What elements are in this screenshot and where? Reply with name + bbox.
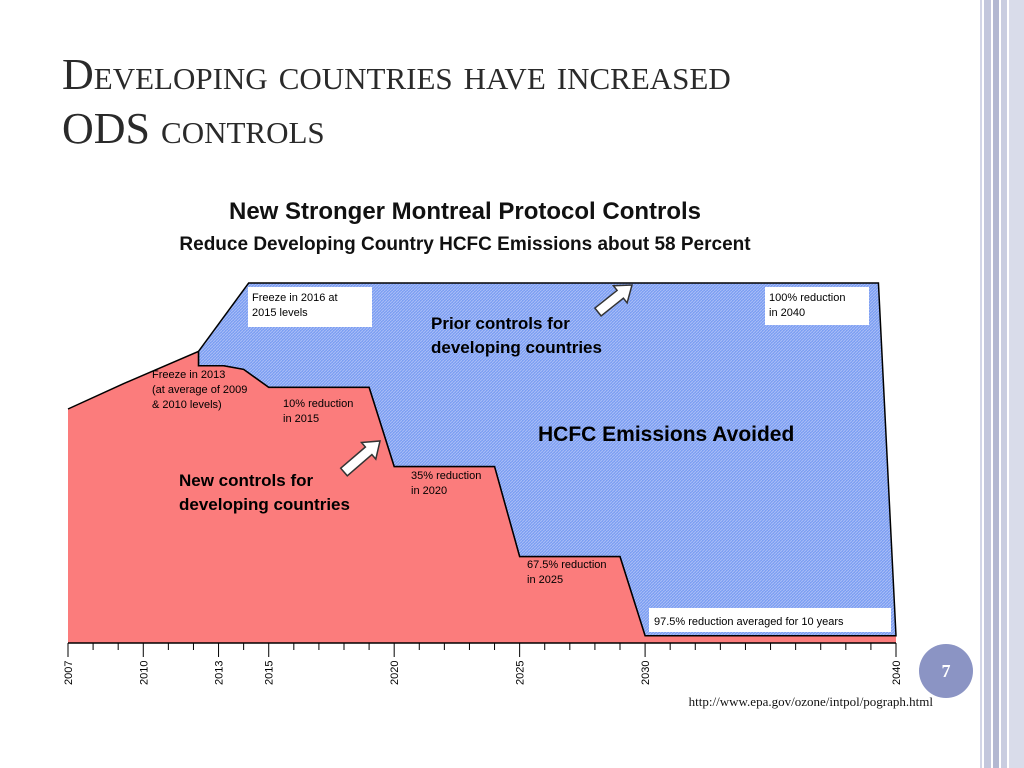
reduction-67-label: 67.5% reduction in 2025 [527, 559, 607, 586]
avoided-label: HCFC Emissions Avoided [538, 423, 794, 446]
prior-controls-label: Prior controls for developing countries [431, 314, 602, 357]
x-tick-label: 2025 [515, 661, 527, 685]
x-tick-label: 2015 [264, 661, 276, 685]
new-controls-arrow [339, 440, 381, 477]
slide-title-line-2: ODS controls [62, 104, 325, 153]
x-tick-label: 2007 [63, 661, 75, 685]
prior-controls-arrow [593, 284, 633, 317]
page-number-badge: 7 [919, 644, 973, 698]
reduction-97-label: 97.5% reduction averaged for 10 years [654, 616, 844, 628]
x-tick-label: 2020 [389, 661, 401, 685]
reduction-100-label: 100% reduction in 2040 [769, 292, 845, 319]
chart-title: New Stronger Montreal Protocol Controls [228, 198, 702, 225]
new-controls-area [68, 351, 896, 643]
freeze-2016-label: Freeze in 2016 at 2015 levels [252, 292, 338, 319]
freeze-2016-box [248, 287, 372, 327]
x-tick-label: 2010 [138, 661, 150, 685]
slide-border-rails [976, 0, 1024, 768]
x-tick-label: 2040 [891, 661, 903, 685]
new-controls-label: New controls for developing countries [179, 471, 350, 514]
chart-subtitle: Reduce Developing Country HCFC Emissions… [179, 234, 751, 255]
source-url: http://www.epa.gov/ozone/intpol/pograph.… [688, 694, 933, 709]
reduction-35-label: 35% reduction in 2020 [411, 470, 481, 497]
slide-title-line-1: Developing countries have increased [62, 50, 731, 99]
reduction-10-label: 10% reduction in 2015 [283, 398, 353, 425]
freeze-2013-label: Freeze in 2013 (at average of 2009 & 2010 … [152, 369, 247, 411]
new-controls-line [67, 350, 896, 637]
reduction-100-box [765, 287, 869, 325]
x-tick-label: 2030 [640, 661, 652, 685]
slide-title: Developing countries have increased ODS … [62, 48, 942, 156]
x-tick-label: 2013 [214, 661, 226, 685]
reduction-97-box [649, 608, 891, 632]
